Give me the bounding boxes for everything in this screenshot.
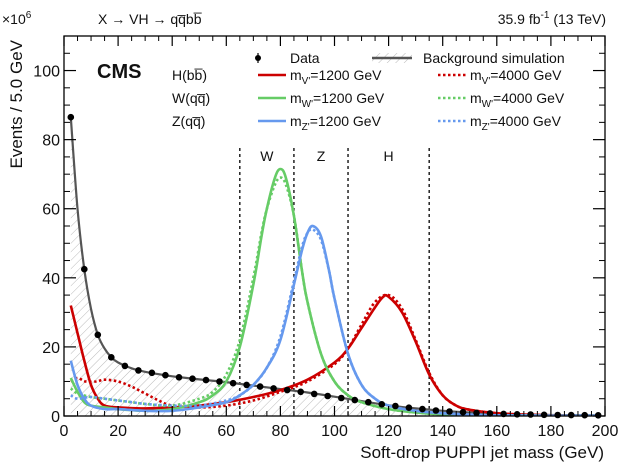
data-point <box>392 402 399 410</box>
data-point <box>567 411 575 419</box>
data-point <box>419 405 426 413</box>
x-tick-label: 160 <box>483 423 510 440</box>
data-points <box>67 113 602 419</box>
axes: 0 20 40 60 80 100 120 140 160 180 200 0 20 40 60 80 100 <box>33 35 619 440</box>
background-hatch <box>70 117 599 416</box>
data-point <box>256 383 264 390</box>
legend: Data Background simulation H(bb̅) mV'=120… <box>172 50 565 133</box>
y-tick-label: 0 <box>51 409 60 426</box>
legend-data-label: Data <box>290 50 320 66</box>
data-point <box>202 376 210 384</box>
x-tick-label: 120 <box>375 423 402 440</box>
process-header: X → VH → qq̅bb̅ <box>98 11 203 27</box>
data-point <box>432 407 440 414</box>
data-point <box>297 388 305 396</box>
window-label-h: H <box>384 148 394 164</box>
data-point <box>527 411 534 418</box>
data-point <box>148 369 156 377</box>
legend-4000-label: mV'=4000 GeV <box>470 67 562 87</box>
x-tick-label: 180 <box>538 423 565 440</box>
data-point <box>351 396 359 404</box>
y-tick-label: 100 <box>33 64 60 81</box>
legend-1200-label: mZ'=1200 GeV <box>290 113 382 133</box>
data-point <box>459 408 467 416</box>
data-point <box>121 362 129 370</box>
data-point <box>94 331 102 339</box>
data-point <box>405 404 413 412</box>
legend-row-label: Z(qq̅) <box>172 113 205 129</box>
experiment-label: CMS <box>97 61 141 83</box>
data-point <box>108 354 115 361</box>
x-tick-label: 0 <box>60 423 69 440</box>
luminosity-label: 35.9 fb-1 (13 TeV) <box>498 10 606 27</box>
data-point <box>216 378 223 385</box>
data-point <box>446 408 453 415</box>
data-point <box>283 386 291 394</box>
x-axis-title: Soft-drop PUPPI jet mass (GeV) <box>360 443 604 462</box>
legend-row-label: H(bb̅) <box>172 67 207 83</box>
legend-1200-label: mW'=1200 GeV <box>290 90 385 110</box>
y-tick-label: 20 <box>42 340 60 357</box>
data-point <box>540 411 548 419</box>
data-point <box>175 374 183 381</box>
data-point <box>189 375 196 383</box>
series-line-6 <box>70 227 599 416</box>
window-label-z: Z <box>317 148 326 164</box>
data-point <box>324 392 332 400</box>
data-point <box>229 379 237 387</box>
data-point <box>135 367 142 374</box>
data-point <box>365 398 372 406</box>
data-point <box>243 381 250 389</box>
data-point <box>581 411 588 419</box>
data-point <box>486 410 494 417</box>
data-point <box>338 394 345 402</box>
legend-background-entry: Background simulation <box>372 50 565 66</box>
data-point <box>473 409 480 417</box>
x-tick-label: 100 <box>321 423 348 440</box>
legend-4000-label: mZ'=4000 GeV <box>470 113 562 133</box>
y-axis-title: Events / 5.0 GeV <box>7 39 26 168</box>
x-tick-label: 60 <box>217 423 235 440</box>
legend-row-label: W(qq̅) <box>172 90 210 106</box>
data-point <box>378 401 386 408</box>
data-point <box>81 265 88 273</box>
data-point <box>310 390 318 398</box>
series-line-0 <box>69 117 599 416</box>
x-tick-label: 20 <box>109 423 127 440</box>
y-multiplier: ×106 <box>2 10 32 27</box>
x-tick-label: 80 <box>272 423 290 440</box>
y-tick-label: 60 <box>42 202 60 219</box>
data-point <box>162 371 169 379</box>
series-line-2 <box>70 293 599 416</box>
legend-1200-label: mV'=1200 GeV <box>290 67 382 87</box>
legend-background-label: Background simulation <box>423 50 565 66</box>
y-tick-label: 80 <box>42 133 60 150</box>
x-tick-label: 200 <box>592 423 619 440</box>
x-tick-label: 140 <box>429 423 456 440</box>
x-tick-label: 40 <box>163 423 181 440</box>
data-point <box>270 385 277 392</box>
y-tick-label: 40 <box>42 271 60 288</box>
data-point <box>554 411 561 419</box>
background-fill <box>70 117 599 416</box>
data-point <box>67 113 75 121</box>
legend-4000-label: mW'=4000 GeV <box>470 90 565 110</box>
data-point <box>594 412 602 419</box>
legend-data-entry: Data <box>255 50 320 66</box>
window-label-w: W <box>260 148 274 164</box>
